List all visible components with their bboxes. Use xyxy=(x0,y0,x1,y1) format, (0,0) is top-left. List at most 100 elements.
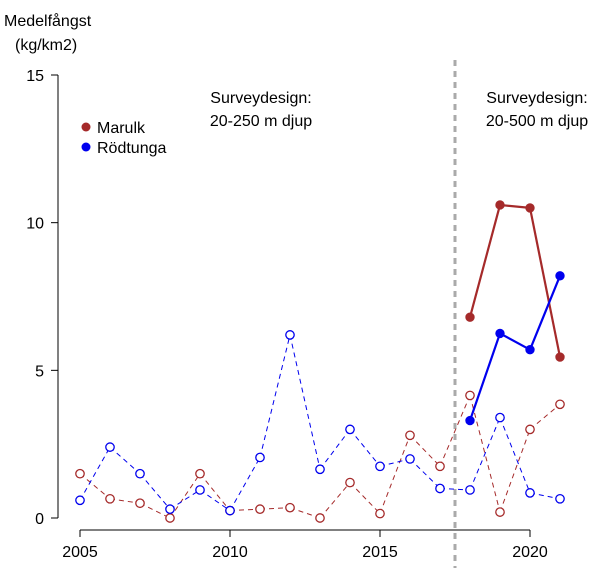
annotation-new-design-line-2: 20-500 m djup xyxy=(486,113,588,130)
axes: 0 5 10 15 2005 2010 2015 2020 xyxy=(26,68,548,561)
x-tick-label: 2005 xyxy=(62,544,98,561)
series-line-segment-rodtunga-old xyxy=(499,417,531,494)
series-line-segment-rodtunga-old xyxy=(79,446,111,501)
data-point-marulk-new xyxy=(465,312,475,322)
data-point-rodtunga-old xyxy=(255,452,265,463)
y-tick-label: 5 xyxy=(35,363,44,380)
series-line-segment-marulk-old xyxy=(199,473,231,511)
legend-label-rodtunga: Rödtunga xyxy=(97,140,166,157)
y-axis-title: Medelfångst (kg/km2) xyxy=(4,12,92,54)
data-point-marulk-new xyxy=(525,203,535,213)
plot-area xyxy=(75,200,565,523)
series-marulk-old xyxy=(75,390,565,523)
data-point-rodtunga-old xyxy=(435,483,445,494)
series-rodtunga-old xyxy=(75,330,565,516)
data-point-marulk-old xyxy=(165,513,175,523)
annotation-old-design: Surveydesign: 20-250 m djup xyxy=(210,90,312,130)
x-tick-label: 2020 xyxy=(512,544,548,561)
legend: Marulk Rödtunga xyxy=(81,120,166,157)
series-line-segment-marulk-old xyxy=(79,473,111,500)
data-point-marulk-old xyxy=(135,498,145,509)
series-line-segment-marulk-old xyxy=(169,473,201,519)
data-point-rodtunga-old xyxy=(375,461,385,472)
data-point-marulk-old xyxy=(285,502,295,513)
data-point-marulk-old xyxy=(465,390,475,401)
data-point-rodtunga-old xyxy=(555,493,565,504)
data-point-rodtunga-old xyxy=(105,442,115,452)
data-point-marulk-old xyxy=(525,424,535,435)
data-point-marulk-old xyxy=(315,513,325,523)
y-tick-label: 10 xyxy=(26,216,44,233)
series-line-segment-marulk-old xyxy=(529,403,561,430)
series-line-segment-rodtunga-old xyxy=(199,489,231,512)
y-axis-title-line-2: (kg/km2) xyxy=(15,37,77,54)
data-point-rodtunga-old xyxy=(525,488,535,498)
series-marulk-new xyxy=(465,200,565,362)
data-point-rodtunga-old xyxy=(195,485,205,495)
data-point-marulk-old xyxy=(195,468,205,479)
series-line-segment-marulk-new xyxy=(528,207,562,358)
data-point-marulk-old xyxy=(375,508,385,519)
series-line-segment-rodtunga-old xyxy=(139,473,171,510)
annotation-old-design-line-1: Surveydesign: xyxy=(210,90,311,107)
data-point-rodtunga-new xyxy=(495,328,505,339)
data-point-marulk-old xyxy=(345,477,355,488)
series-line-segment-rodtunga-old xyxy=(169,489,201,510)
data-point-rodtunga-old xyxy=(135,468,145,479)
legend-label-marulk: Marulk xyxy=(97,120,146,137)
series-line-segment-rodtunga-old xyxy=(349,429,381,467)
data-point-rodtunga-new xyxy=(525,344,535,355)
annotation-new-design-line-1: Surveydesign: xyxy=(486,90,587,107)
data-point-marulk-old xyxy=(255,504,265,514)
series-line-segment-marulk-old xyxy=(379,435,411,514)
y-tick-label: 15 xyxy=(26,68,44,85)
series-line-segment-rodtunga-old xyxy=(259,334,291,458)
annotation-old-design-line-2: 20-250 m djup xyxy=(210,113,312,130)
data-point-rodtunga-old xyxy=(315,464,325,475)
series-line-segment-marulk-old xyxy=(469,395,501,513)
data-point-rodtunga-new xyxy=(555,271,565,281)
data-point-marulk-old xyxy=(105,493,115,504)
series-line-segment-marulk-old xyxy=(439,395,471,467)
data-point-rodtunga-old xyxy=(405,454,415,464)
series-line-segment-marulk-new xyxy=(468,204,502,318)
annotation-new-design: Surveydesign: 20-500 m djup xyxy=(486,90,588,130)
data-point-marulk-old xyxy=(75,468,85,479)
data-point-marulk-old xyxy=(435,461,445,472)
data-point-marulk-new xyxy=(555,352,565,362)
series-line-segment-rodtunga-old xyxy=(319,429,351,470)
data-point-rodtunga-old xyxy=(465,485,475,495)
y-axis-title-line-1: Medelfångst xyxy=(4,12,92,30)
legend-marker-marulk xyxy=(81,122,91,132)
series-line-segment-rodtunga-new xyxy=(499,332,531,351)
series-line-segment-marulk-new xyxy=(499,203,531,209)
series-line-segment-marulk-old xyxy=(319,482,351,519)
data-point-rodtunga-old xyxy=(345,424,355,435)
series-rodtunga-new xyxy=(465,271,565,426)
series-line-segment-rodtunga-old xyxy=(289,334,321,470)
series-line-segment-rodtunga-new xyxy=(468,333,502,421)
series-line-segment-rodtunga-old xyxy=(409,458,441,489)
series-line-segment-marulk-old xyxy=(139,502,171,519)
legend-marker-rodtunga xyxy=(81,142,91,152)
x-tick-label: 2015 xyxy=(362,544,398,561)
data-point-rodtunga-old xyxy=(165,504,175,514)
series-line-segment-marulk-old xyxy=(409,434,441,467)
data-point-marulk-old xyxy=(405,430,415,441)
data-point-rodtunga-new xyxy=(465,415,475,426)
series-line-segment-rodtunga-old xyxy=(229,457,261,511)
data-point-marulk-old xyxy=(555,399,565,410)
series-line-segment-rodtunga-new xyxy=(528,275,562,351)
y-tick-label: 0 xyxy=(35,511,44,528)
series-line-segment-rodtunga-old xyxy=(469,417,501,491)
data-point-rodtunga-old xyxy=(495,412,505,423)
series-line-segment-marulk-old xyxy=(349,482,381,514)
x-tick-label: 2010 xyxy=(212,544,248,561)
data-point-rodtunga-old xyxy=(285,330,295,340)
series-line-segment-rodtunga-old xyxy=(109,446,141,475)
series-line-segment-marulk-old xyxy=(499,429,531,513)
data-point-rodtunga-old xyxy=(225,505,235,516)
data-point-marulk-new xyxy=(495,200,505,210)
data-point-rodtunga-old xyxy=(75,495,85,506)
